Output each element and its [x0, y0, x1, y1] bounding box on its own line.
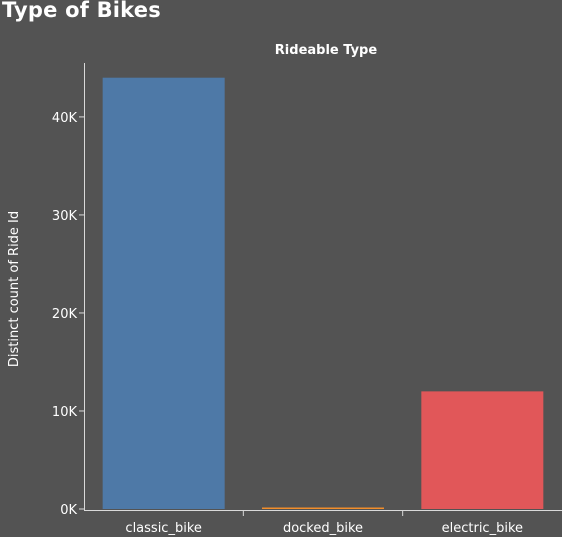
y-tick-label: 30K	[52, 209, 78, 224]
y-axis-title: Distinct count of Ride Id	[7, 211, 22, 367]
x-tick-label: electric_bike	[442, 521, 523, 536]
y-tick-label: 20K	[52, 307, 78, 322]
bar-classic-bike[interactable]	[102, 77, 225, 509]
sheet-title: Type of Bikes	[2, 0, 161, 22]
x-tick-label: docked_bike	[283, 521, 363, 536]
y-tick-label: 10K	[52, 405, 78, 420]
bar-docked-bike[interactable]	[262, 507, 384, 510]
chart-column-header: Rideable Type	[275, 43, 378, 58]
y-tick-label: 40K	[52, 111, 78, 126]
bar-electric-bike[interactable]	[421, 391, 544, 509]
bars	[102, 77, 544, 510]
x-tick-label: classic_bike	[125, 521, 201, 536]
y-tick-label: 0K	[60, 503, 77, 518]
y-axis-ticks: 0K 10K 20K 30K 40K	[52, 111, 84, 518]
x-axis-ticks: classic_bike docked_bike electric_bike	[125, 510, 523, 536]
